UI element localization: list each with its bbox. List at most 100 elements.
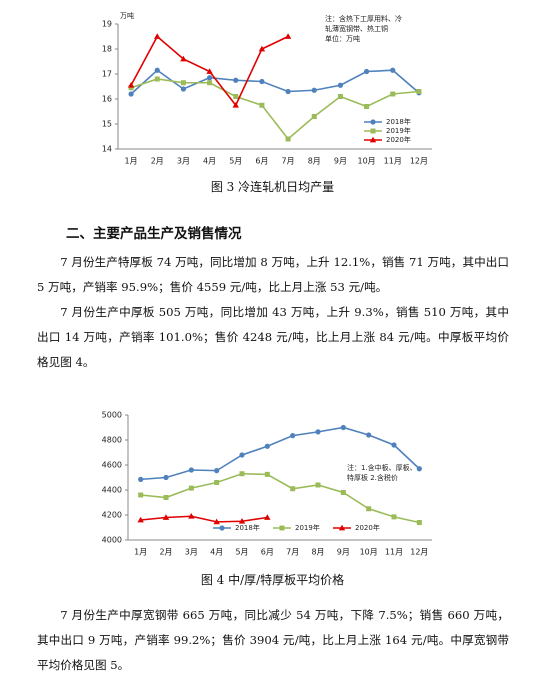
marker xyxy=(154,76,160,82)
legend-label: 2019年 xyxy=(295,523,320,532)
legend-label: 2019年 xyxy=(386,126,411,135)
heading: 二、主要产品生产及销售情况 xyxy=(66,226,242,242)
marker xyxy=(311,114,317,119)
x-tick-label: 11月 xyxy=(385,548,403,557)
x-tick-label: 5月 xyxy=(235,548,248,557)
marker xyxy=(162,514,170,520)
marker xyxy=(233,94,239,99)
marker xyxy=(180,80,186,86)
marker xyxy=(416,520,422,525)
marker xyxy=(337,94,343,99)
series-line xyxy=(130,78,419,141)
marker xyxy=(285,88,291,95)
chart: 14 15 16 17 18 19 1月 2月 3月 4月 5月 6月 7月 8月 9月 10月 11月 12月 万… xyxy=(102,11,432,166)
marker xyxy=(284,33,292,39)
marker xyxy=(214,468,220,474)
x-tick-label: 3月 xyxy=(177,157,190,166)
marker xyxy=(206,75,213,81)
y-tick-label: 17 xyxy=(102,70,112,79)
caption: 图 3 冷连轧机日均产量 xyxy=(210,180,335,194)
x-tick-label: 11月 xyxy=(384,157,402,166)
series-line xyxy=(140,426,420,481)
marker xyxy=(163,495,169,500)
marker xyxy=(315,482,321,488)
marker xyxy=(366,432,372,438)
marker xyxy=(138,492,144,498)
marker xyxy=(290,433,296,439)
marker xyxy=(233,77,239,83)
y-tick-label: 4800 xyxy=(102,436,122,445)
x-tick-label: 12月 xyxy=(410,548,428,557)
x-tick-label: 8月 xyxy=(311,548,324,557)
marker xyxy=(363,68,370,75)
y-tick-label: 4200 xyxy=(102,511,122,520)
series-line xyxy=(140,472,420,524)
legend-label: 2018年 xyxy=(386,117,411,126)
paragraph: 7 月份生产中厚宽钢带 665 万吨，同比减少 54 万吨，下降 7.5%；销售… xyxy=(37,608,509,672)
paragraph: 7 月份生产中厚板 505 万吨，同比增加 43 万吨，上升 9.3%，销售 5… xyxy=(37,305,509,369)
annotation: 轧薄宽钢带、热工铜 xyxy=(325,24,388,33)
marker xyxy=(128,91,134,97)
x-tick-label: 7月 xyxy=(286,548,299,557)
marker xyxy=(259,78,265,85)
y-tick-label: 4600 xyxy=(102,461,122,470)
marker xyxy=(188,485,194,491)
x-tick-label: 6月 xyxy=(255,157,268,166)
x-tick-label: 12月 xyxy=(410,157,428,166)
marker xyxy=(364,104,370,109)
x-tick-label: 10月 xyxy=(357,157,375,166)
y-tick-label: 4400 xyxy=(102,486,122,495)
marker xyxy=(214,480,220,485)
legend-marker xyxy=(279,525,285,531)
marker xyxy=(239,471,245,477)
legend-marker xyxy=(338,524,346,531)
marker xyxy=(128,85,134,91)
marker xyxy=(311,87,317,93)
y-tick-label: 16 xyxy=(102,95,112,104)
marker xyxy=(207,80,213,86)
legend-marker xyxy=(369,136,377,143)
marker xyxy=(138,476,144,482)
marker xyxy=(416,89,422,94)
annotation: 注：1.含中板、厚板、 xyxy=(347,463,417,472)
marker xyxy=(390,67,396,73)
marker xyxy=(264,443,270,449)
marker xyxy=(188,467,194,473)
legend-marker xyxy=(370,119,376,125)
annotation: 特厚板 2.含税价 xyxy=(347,473,398,482)
marker xyxy=(137,516,144,523)
legend-marker xyxy=(219,525,225,531)
legend-label: 2018年 xyxy=(235,523,260,532)
marker xyxy=(315,429,321,435)
x-tick-label: 6月 xyxy=(261,548,274,557)
caption: 图 4 中/厚/特厚板平均价格 xyxy=(200,573,345,587)
marker xyxy=(232,102,239,108)
marker xyxy=(259,102,265,108)
x-tick-label: 9月 xyxy=(337,548,350,557)
y-tick-label: 18 xyxy=(102,45,112,54)
y-tick-label: 15 xyxy=(102,120,112,129)
marker xyxy=(337,82,344,88)
x-tick-label: 2月 xyxy=(159,548,172,557)
marker xyxy=(154,33,161,39)
chart: 4000 4200 4400 4600 4800 5000 1月 2月 3月 4月 5月 6月 7月 8月… xyxy=(102,411,432,557)
y-tick-label: 4000 xyxy=(102,536,122,545)
marker xyxy=(390,91,396,97)
x-tick-label: 9月 xyxy=(334,157,347,166)
x-tick-label: 10月 xyxy=(360,548,378,557)
x-tick-label: 2月 xyxy=(151,157,164,166)
marker xyxy=(264,514,271,520)
annotation: 单位：万吨 xyxy=(325,34,360,43)
x-tick-label: 8月 xyxy=(308,157,321,166)
legend-label: 2020年 xyxy=(386,135,411,144)
y-tick-label: 5000 xyxy=(102,411,122,420)
marker xyxy=(391,442,397,448)
x-tick-label: 4月 xyxy=(203,157,216,166)
marker xyxy=(264,471,270,477)
marker xyxy=(180,55,187,62)
y-tick-label: 19 xyxy=(102,20,112,29)
marker xyxy=(188,513,195,519)
marker xyxy=(340,424,346,431)
marker xyxy=(238,518,246,524)
paragraph: 7 月份生产特厚板 74 万吨，同比增加 8 万吨，上升 12.1%，销售 71… xyxy=(37,255,509,294)
